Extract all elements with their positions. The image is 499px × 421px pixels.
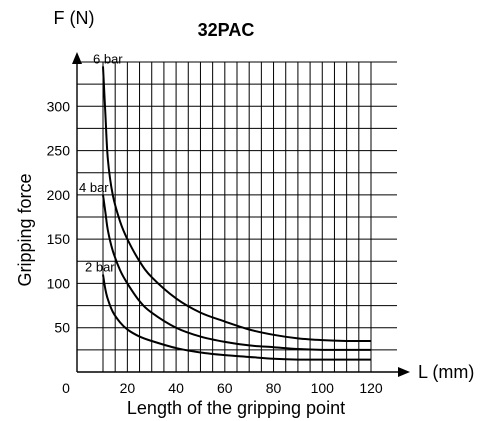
y-tick-label: 50 bbox=[54, 320, 70, 336]
y-tick-label: 300 bbox=[47, 98, 71, 114]
y-tick-label: 150 bbox=[47, 231, 71, 247]
x-tick-label: 40 bbox=[168, 380, 184, 396]
x-axis-title: Length of the gripping point bbox=[127, 398, 345, 418]
series-line-0 bbox=[102, 66, 372, 343]
series-labels: 6 bar 4 bar 2 bar bbox=[79, 51, 123, 274]
y-tick-label: 200 bbox=[47, 187, 71, 203]
series-label: 6 bar bbox=[93, 51, 123, 66]
x-axis-unit: L (mm) bbox=[418, 362, 474, 382]
x-axis-arrow bbox=[398, 367, 410, 377]
x-tick-label: 80 bbox=[266, 380, 282, 396]
x-tick-label: 100 bbox=[311, 380, 335, 396]
series-label: 4 bar bbox=[79, 180, 109, 195]
y-axis-unit: F (N) bbox=[54, 8, 95, 28]
x-tick-label: 20 bbox=[120, 380, 136, 396]
tick-labels: 20 40 60 80 100 120 50 100 150 200 250 300 bbox=[47, 98, 383, 396]
series-label: 2 bar bbox=[85, 260, 115, 275]
series-line-2 bbox=[102, 274, 371, 361]
x-origin-label: 0 bbox=[62, 380, 70, 396]
y-tick-label: 100 bbox=[47, 275, 71, 291]
x-tick-label: 60 bbox=[217, 380, 233, 396]
y-tick-label: 250 bbox=[47, 143, 71, 159]
series bbox=[102, 66, 372, 361]
y-axis-arrow bbox=[72, 52, 82, 64]
grid bbox=[77, 61, 397, 372]
y-axis-title: Gripping force bbox=[15, 173, 35, 286]
series-line-1 bbox=[102, 194, 371, 351]
chart-title: 32PAC bbox=[198, 20, 255, 40]
x-tick-label: 120 bbox=[359, 380, 383, 396]
axes bbox=[72, 52, 410, 377]
